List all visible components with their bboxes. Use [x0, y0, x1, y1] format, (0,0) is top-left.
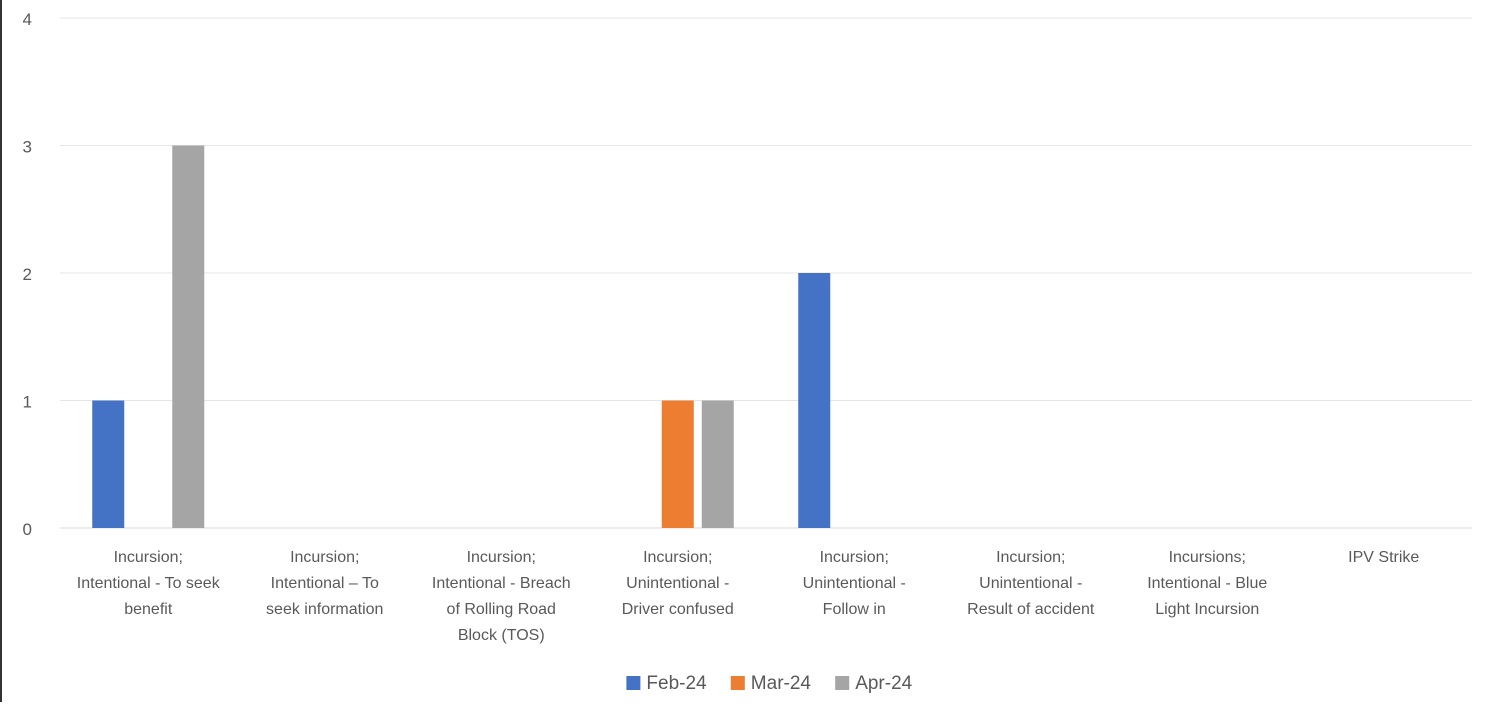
bar-feb-24-cat-1 [92, 400, 125, 528]
bars [92, 145, 831, 528]
bar-mar-24-cat-4 [661, 400, 694, 528]
x-category-label: Incursion; Intentional - Breach of Rolling… [432, 549, 571, 644]
x-category-label: Incursion; Intentional - To seek benefit [77, 549, 221, 618]
y-tick-label: 2 [23, 265, 32, 284]
y-axis-ticks: 0 1 2 3 4 [23, 10, 32, 539]
legend-label: Mar-24 [751, 673, 812, 694]
y-tick-label: 3 [23, 138, 32, 157]
legend-item: Feb-24 [626, 673, 707, 694]
legend-item: Apr-24 [835, 673, 913, 694]
y-tick-label: 0 [23, 520, 32, 539]
legend-label: Apr-24 [855, 673, 912, 694]
bar-apr-24-cat-1 [172, 145, 205, 528]
gridlines [60, 17, 1472, 529]
legend-swatch [835, 676, 850, 690]
y-tick-label: 4 [23, 10, 32, 29]
x-category-label: Incursions; Intentional - Blue Light Incur… [1147, 549, 1267, 618]
x-category-label: IPV Strike [1348, 549, 1419, 566]
x-category-label: Incursion; Unintentional -Follow in [803, 549, 906, 618]
legend: Feb-24 Mar-24 Apr-24 [626, 673, 913, 694]
bar-apr-24-cat-4 [701, 400, 734, 528]
legend-swatch [730, 676, 745, 690]
x-category-label: Incursion; Unintentional -Driver confused [622, 549, 734, 618]
y-tick-label: 1 [23, 393, 32, 412]
chart-left-border [0, 0, 2, 702]
legend-swatch [626, 676, 641, 690]
x-category-label: Incursion; Unintentional -Result of accid… [967, 549, 1095, 618]
legend-label: Feb-24 [646, 673, 707, 694]
x-axis-category-labels: Incursion; Intentional - To seek benefit In… [77, 549, 1420, 644]
bar-feb-24-cat-5 [798, 273, 831, 528]
x-category-label: Incursion; Intentional – To seek informati… [266, 549, 383, 618]
legend-item: Mar-24 [730, 673, 812, 694]
